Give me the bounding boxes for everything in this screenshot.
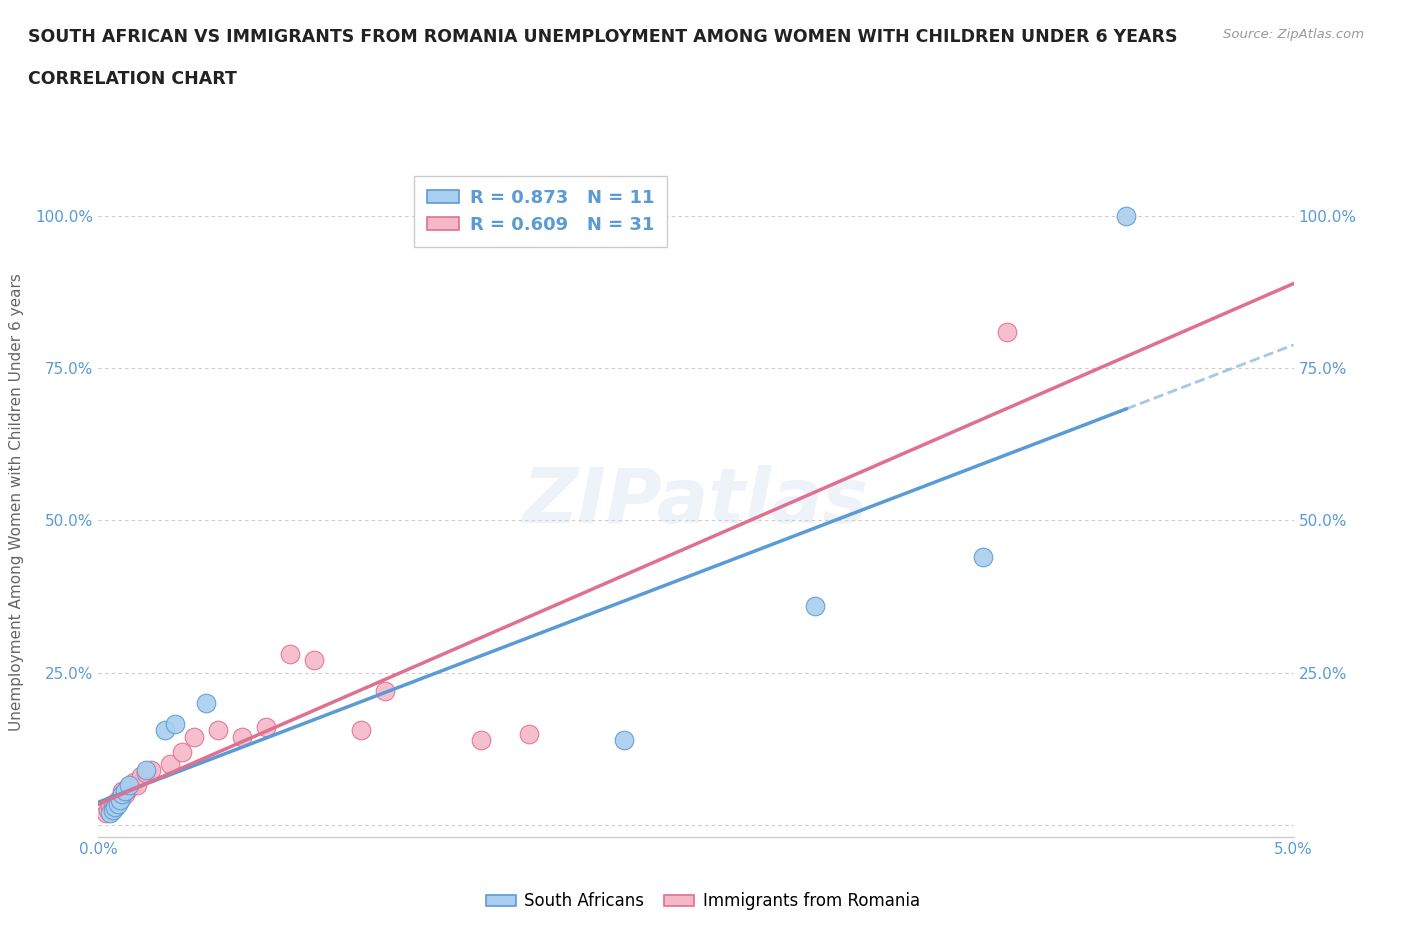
Text: ZIPatlas: ZIPatlas: [523, 465, 869, 539]
Point: [104, 799, 127, 814]
Point: [100, 799, 122, 814]
Point: [107, 796, 129, 811]
Point: [124, 775, 146, 790]
Point: [115, 781, 138, 796]
Point: [104, 799, 127, 814]
Point: [108, 793, 131, 808]
Point: [125, 777, 148, 792]
Point: [172, 744, 194, 759]
Point: [94, 805, 117, 820]
Point: [470, 732, 492, 747]
Point: [101, 796, 124, 811]
Point: [302, 653, 325, 668]
Point: [101, 803, 124, 817]
Point: [107, 793, 129, 808]
Point: [108, 793, 131, 808]
Text: SOUTH AFRICAN VS IMMIGRANTS FROM ROMANIA UNEMPLOYMENT AMONG WOMEN WITH CHILDREN : SOUTH AFRICAN VS IMMIGRANTS FROM ROMANIA…: [28, 28, 1178, 46]
Point: [159, 756, 181, 771]
Point: [195, 696, 218, 711]
Point: [517, 726, 540, 741]
Point: [254, 720, 277, 735]
Point: [139, 763, 162, 777]
Point: [135, 763, 157, 777]
Point: [155, 723, 177, 737]
Point: [100, 805, 122, 820]
Point: [207, 723, 229, 737]
Point: [613, 732, 636, 747]
Point: [114, 787, 136, 802]
Point: [111, 790, 134, 804]
Point: [231, 729, 253, 744]
Point: [121, 777, 143, 792]
Point: [118, 781, 141, 796]
Point: [374, 684, 396, 698]
Point: [97, 803, 120, 817]
Point: [183, 729, 205, 744]
Point: [135, 765, 157, 780]
Point: [972, 550, 994, 565]
Point: [131, 769, 153, 784]
Point: [350, 723, 373, 737]
Text: CORRELATION CHART: CORRELATION CHART: [28, 70, 238, 87]
Point: [804, 598, 827, 613]
Text: Source: ZipAtlas.com: Source: ZipAtlas.com: [1223, 28, 1364, 41]
Point: [111, 787, 134, 802]
Point: [278, 647, 301, 662]
Legend: South Africans, Immigrants from Romania: South Africans, Immigrants from Romania: [479, 885, 927, 917]
Point: [114, 784, 136, 799]
Point: [995, 325, 1018, 339]
Point: [118, 777, 141, 792]
Point: [111, 784, 134, 799]
Y-axis label: Unemployment Among Women with Children Under 6 years: Unemployment Among Women with Children U…: [10, 273, 24, 731]
Point: [1115, 208, 1137, 223]
Point: [163, 717, 186, 732]
Legend: R = 0.873   N = 11, R = 0.609   N = 31: R = 0.873 N = 11, R = 0.609 N = 31: [413, 177, 668, 246]
